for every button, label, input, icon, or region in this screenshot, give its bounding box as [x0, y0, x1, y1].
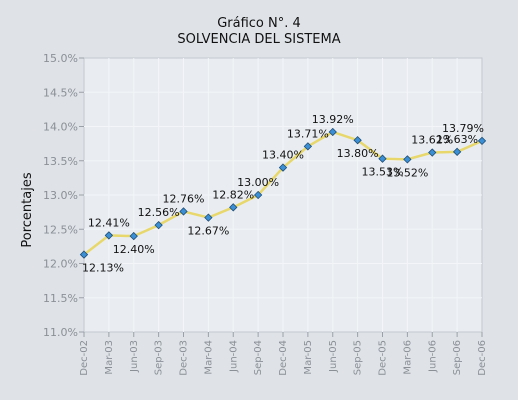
data-point	[179, 207, 188, 216]
x-tick-label: Jun-03	[129, 340, 140, 373]
data-label: 12.67%	[187, 225, 229, 238]
y-axis-ticks: 11.0% 11.5% 12.0% 12.5% 13.0% 13.5% 14.0% 14.5%…	[43, 52, 84, 339]
x-tick-label: Dec-02	[79, 340, 90, 376]
y-tick-label: 13.0%	[43, 189, 78, 202]
x-tick-label: Jun-05	[328, 340, 339, 373]
x-tick-label: Dec-05	[378, 340, 389, 376]
y-tick-label: 13.5%	[43, 155, 78, 168]
data-label: 12.41%	[88, 216, 130, 229]
data-label: 13.00%	[237, 176, 279, 189]
x-tick-label: Sep-04	[253, 340, 264, 375]
chart-subtitle: SOLVENCIA DEL SISTEMA	[177, 32, 341, 47]
data-label: 13.40%	[262, 149, 304, 162]
x-tick-label: Jun-06	[427, 340, 438, 373]
data-label: 12.40%	[113, 243, 155, 256]
data-point	[79, 250, 89, 259]
data-label: 13.79%	[442, 122, 484, 135]
x-tick-label: Mar-03	[104, 340, 115, 375]
x-tick-label: Dec-03	[179, 340, 190, 376]
data-point	[303, 142, 313, 151]
data-point	[204, 213, 213, 222]
data-point	[129, 231, 138, 241]
data-label: 13.80%	[337, 147, 379, 160]
data-point	[253, 190, 263, 200]
data-label: 12.76%	[163, 192, 205, 205]
y-tick-label: 11.0%	[43, 326, 78, 339]
x-tick-label: Sep-06	[452, 340, 463, 375]
data-label: 13.52%	[386, 166, 428, 179]
data-point	[353, 136, 362, 145]
x-tick-label: Jun-04	[228, 340, 239, 373]
data-point	[328, 127, 337, 137]
data-label: 13.92%	[312, 113, 354, 126]
y-tick-label: 15.0%	[43, 52, 78, 65]
y-tick-label: 12.5%	[43, 223, 78, 236]
data-point	[278, 163, 288, 172]
x-axis-ticks: Dec-02 Mar-03 Jun-03 Sep-03 Dec-03 Mar-04 Jun-…	[79, 332, 488, 376]
data-point	[229, 203, 238, 212]
data-label: 13.63%	[436, 133, 478, 146]
y-axis-label: Porcentajes	[20, 172, 35, 247]
x-tick-label: Mar-05	[303, 340, 314, 375]
y-tick-label: 14.0%	[43, 121, 78, 134]
x-tick-label: Sep-05	[353, 340, 364, 375]
x-tick-label: Dec-04	[278, 340, 289, 376]
data-point	[154, 220, 163, 230]
data-label: 13.62%	[411, 134, 453, 147]
data-labels: 12.13% 12.41% 12.40% 12.56%12.76% 12.67% 12.8…	[82, 113, 484, 275]
chart-title: Gráfico N°. 4	[217, 16, 301, 31]
data-label: 13.53%	[362, 166, 404, 179]
y-tick-label: 12.0%	[43, 258, 78, 271]
y-tick-label: 11.5%	[43, 292, 78, 305]
x-tick-label: Dec-06	[477, 340, 488, 376]
data-markers	[79, 127, 487, 259]
data-point	[104, 231, 114, 240]
data-point	[477, 136, 487, 146]
x-tick-label: Mar-04	[203, 340, 214, 375]
data-point	[403, 155, 412, 164]
data-label: 12.56%	[138, 206, 180, 219]
data-label: 12.13%	[82, 262, 124, 275]
y-tick-label: 14.5%	[43, 86, 78, 99]
data-label: 13.71%	[287, 127, 329, 140]
data-point	[452, 147, 462, 157]
data-label: 12.82%	[212, 188, 254, 201]
data-point	[428, 148, 437, 157]
data-point	[378, 154, 387, 163]
x-tick-label: Sep-03	[154, 340, 165, 375]
x-tick-label: Mar-06	[402, 340, 413, 375]
